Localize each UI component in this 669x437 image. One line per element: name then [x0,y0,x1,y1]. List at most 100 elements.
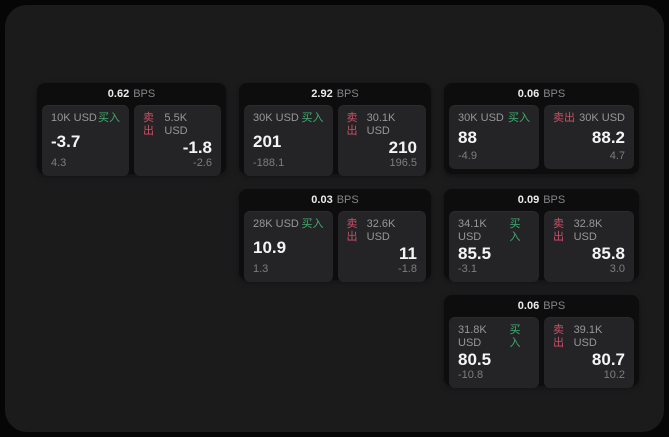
buy-tag: 买入 [508,112,530,124]
card-body: 34.1K USD 买入 85.5 -3.1 卖出 32.8K USD 85.8… [444,211,639,287]
card-header: 2.92 BPS [239,83,431,105]
sell-amount-label: 30.1K USD [366,112,396,137]
buy-price: 10.9 [253,237,287,257]
sell-delta: 196.5 [389,157,417,169]
bps-card: 2.92 BPS 30K USD 买入 201 -188.1 卖出 30.1K … [239,83,431,176]
sell-panel-header: 卖出 32.8K USD [553,218,625,244]
buy-delta: -188.1 [253,157,285,169]
buy-delta: -4.9 [458,150,477,162]
sell-panel-header: 卖出 30K USD [553,112,625,125]
sell-price: 80.7 [591,350,625,369]
buy-panel-header: 30K USD 买入 [458,112,530,125]
sell-delta: 4.7 [609,150,625,162]
buy-amount-label: 31.8K USD [458,324,487,349]
sell-price: 88.2 [591,128,625,147]
bps-value: 0.03 [311,194,333,206]
buy-panel-header: 30K USD 买入 [253,112,324,125]
buy-panel-header: 28K USD 买入 [253,218,324,231]
buy-price: 80.5 [458,350,492,369]
buy-price: 85.5 [458,244,492,263]
card-header: 0.06 BPS [444,295,639,317]
card-body: 30K USD 买入 201 -188.1 卖出 30.1K USD 210 1… [239,105,431,181]
sell-panel[interactable]: 卖出 5.5K USD -1.8 -2.6 [134,105,221,176]
sell-panel-header: 卖出 32.6K USD [347,218,418,244]
sell-panel-header: 卖出 39.1K USD [553,324,625,350]
sell-tag: 卖出 [143,112,154,137]
bps-unit: BPS [336,88,359,100]
buy-panel[interactable]: 30K USD 买入 88 -4.9 [449,105,539,169]
app-window: 0.62 BPS 10K USD 买入 -3.7 4.3 卖出 5.5K USD [5,5,664,432]
sell-amount-label: 39.1K USD [573,324,603,349]
sell-amount-label: 32.6K USD [366,218,396,243]
sell-panel[interactable]: 卖出 30.1K USD 210 196.5 [337,105,426,176]
sell-panel[interactable]: 卖出 39.1K USD 80.7 10.2 [544,317,634,388]
sell-amount-label: 5.5K USD [164,112,188,137]
bps-card: 0.09 BPS 34.1K USD 买入 85.5 -3.1 卖出 32.8K… [444,189,639,282]
buy-delta: -3.1 [458,263,477,275]
sell-tag: 卖出 [346,112,358,137]
buy-amount-label: 30K USD [253,112,299,124]
buy-panel[interactable]: 28K USD 买入 10.9 1.3 [244,211,333,282]
buy-panel[interactable]: 34.1K USD 买入 85.5 -3.1 [449,211,539,282]
buy-delta: -10.8 [458,369,484,381]
buy-panel-header: 10K USD 买入 [51,112,120,125]
sell-delta: 3.0 [609,263,625,275]
bps-value: 0.06 [517,300,540,312]
card-body: 28K USD 买入 10.9 1.3 卖出 32.6K USD 11 -1.8 [239,211,431,287]
buy-amount-label: 28K USD [253,218,299,230]
sell-delta: -2.6 [193,157,212,169]
buy-tag: 买入 [509,324,521,349]
quote-board: 0.62 BPS 10K USD 买入 -3.7 4.3 卖出 5.5K USD [37,83,639,388]
buy-tag: 买入 [301,112,324,124]
card-body: 31.8K USD 买入 80.5 -10.8 卖出 39.1K USD 80.… [444,317,639,393]
buy-tag: 买入 [301,218,324,230]
sell-tag: 卖出 [346,218,358,243]
sell-panel[interactable]: 卖出 32.6K USD 11 -1.8 [337,211,426,282]
sell-price: 11 [399,244,417,263]
sell-delta: -1.8 [398,263,417,275]
sell-amount-label: 32.8K USD [573,218,603,243]
buy-amount-label: 30K USD [458,112,504,124]
sell-delta: 10.2 [603,369,625,381]
card-header: 0.62 BPS [37,83,226,105]
bps-value: 0.62 [107,88,130,100]
card-header: 0.03 BPS [239,189,431,211]
buy-delta: 1.3 [253,263,269,275]
sell-panel-header: 卖出 5.5K USD [143,112,212,138]
sell-panel-header: 卖出 30.1K USD [347,112,418,138]
buy-price: 88 [458,128,477,147]
bps-unit: BPS [543,300,566,312]
buy-price: 201 [253,131,282,151]
bps-value: 0.09 [517,194,540,206]
bps-card: 0.62 BPS 10K USD 买入 -3.7 4.3 卖出 5.5K USD [37,83,226,176]
bps-unit: BPS [543,88,566,100]
sell-amount-label: 30K USD [579,112,625,124]
bps-value: 0.06 [517,88,540,100]
bps-unit: BPS [543,194,566,206]
bps-card: 0.06 BPS 31.8K USD 买入 80.5 -10.8 卖出 39.1… [444,295,639,388]
sell-tag: 卖出 [553,324,564,349]
sell-price: 85.8 [591,244,625,263]
card-header: 0.09 BPS [444,189,639,211]
buy-price: -3.7 [51,131,81,151]
buy-panel[interactable]: 31.8K USD 买入 80.5 -10.8 [449,317,539,388]
bps-card: 0.06 BPS 30K USD 买入 88 -4.9 卖出 30K USD [444,83,639,174]
buy-panel-header: 31.8K USD 买入 [458,324,530,350]
bps-unit: BPS [133,88,156,100]
sell-panel[interactable]: 卖出 32.8K USD 85.8 3.0 [544,211,634,282]
bps-value: 2.92 [311,88,333,100]
sell-tag: 卖出 [553,218,564,243]
buy-panel[interactable]: 10K USD 买入 -3.7 4.3 [42,105,129,176]
sell-tag: 卖出 [553,112,575,124]
card-header: 0.06 BPS [444,83,639,105]
buy-tag: 买入 [509,218,521,243]
card-body: 30K USD 买入 88 -4.9 卖出 30K USD 88.2 4.7 [444,105,639,174]
buy-panel-header: 34.1K USD 买入 [458,218,530,244]
sell-price: 210 [388,138,417,157]
buy-panel[interactable]: 30K USD 买入 201 -188.1 [244,105,333,176]
bps-unit: BPS [336,194,359,206]
buy-delta: 4.3 [51,157,67,169]
sell-panel[interactable]: 卖出 30K USD 88.2 4.7 [544,105,634,169]
buy-amount-label: 10K USD [51,112,97,124]
bps-card: 0.03 BPS 28K USD 买入 10.9 1.3 卖出 32.6K US… [239,189,431,282]
